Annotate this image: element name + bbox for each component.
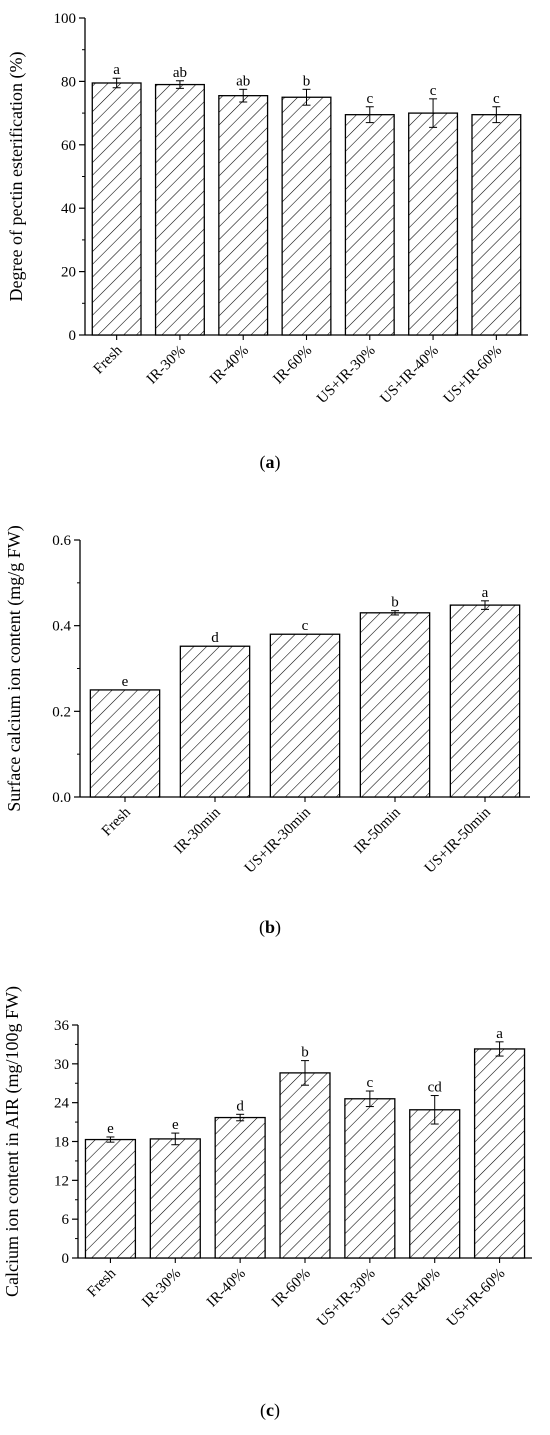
panel-caption: (a) bbox=[260, 452, 281, 473]
y-tick-label: 18 bbox=[54, 1135, 69, 1151]
significance-label: c bbox=[430, 83, 437, 99]
x-tick-label: US+IR-40% bbox=[379, 1266, 443, 1330]
y-tick-label: 0 bbox=[69, 328, 77, 344]
bar-3 bbox=[359, 612, 431, 798]
x-tick-label: IR-60% bbox=[269, 1266, 314, 1311]
panel-caption: (c) bbox=[260, 1400, 280, 1421]
bar-3 bbox=[281, 96, 332, 336]
y-tick-label: 80 bbox=[61, 74, 76, 90]
significance-label: c bbox=[493, 91, 500, 107]
y-tick-label: 36 bbox=[54, 1018, 70, 1034]
y-tick-label: 0.6 bbox=[52, 533, 71, 549]
significance-label: b bbox=[391, 595, 399, 611]
x-tick-label: US+IR-30% bbox=[314, 343, 378, 407]
bar-3 bbox=[279, 1072, 331, 1259]
bar-2 bbox=[269, 633, 341, 798]
y-tick-label: 0.2 bbox=[52, 704, 71, 720]
y-axis-title: Degree of pectin esterification (%) bbox=[6, 52, 27, 302]
significance-label: c bbox=[366, 91, 373, 107]
significance-label: a bbox=[113, 62, 120, 78]
y-axis-title: Calcium ion content in AIR (mg/100g FW) bbox=[2, 986, 23, 1297]
bar-2 bbox=[218, 95, 269, 336]
bar-1 bbox=[149, 1138, 201, 1259]
x-tick-label: IR-30% bbox=[139, 1266, 184, 1311]
x-tick-label: IR-30% bbox=[144, 343, 189, 388]
x-tick-label: US+IR-30% bbox=[314, 1266, 378, 1330]
y-tick-label: 0.0 bbox=[52, 790, 71, 806]
bar-6 bbox=[471, 114, 522, 336]
x-tick-label: US+IR-30min bbox=[242, 804, 314, 876]
y-tick-label: 12 bbox=[54, 1173, 69, 1189]
significance-label: e bbox=[122, 674, 129, 690]
bar-4 bbox=[344, 114, 395, 336]
significance-label: cd bbox=[428, 1080, 443, 1096]
y-tick-label: 60 bbox=[61, 138, 76, 154]
bar-0 bbox=[89, 689, 161, 798]
x-tick-label: US+IR-60% bbox=[441, 343, 505, 407]
y-tick-label: 30 bbox=[54, 1057, 69, 1073]
bar-4 bbox=[344, 1098, 396, 1259]
y-tick-label: 6 bbox=[62, 1212, 70, 1228]
bar-0 bbox=[84, 1138, 137, 1259]
significance-label: a bbox=[496, 1026, 503, 1042]
x-tick-label: US+IR-40% bbox=[377, 343, 441, 407]
bar-2 bbox=[214, 1116, 266, 1259]
x-tick-label: IR-60% bbox=[270, 343, 315, 388]
x-tick-label: US+IR-50min bbox=[422, 804, 494, 876]
significance-label: b bbox=[301, 1045, 309, 1061]
panel-caption: (b) bbox=[259, 917, 281, 938]
bar-0 bbox=[91, 82, 142, 336]
chart-panel-a: 0 20 40 60 80 100 Degree of pectin esterificat… bbox=[6, 11, 528, 473]
x-tick-label: Fresh bbox=[84, 1265, 119, 1300]
x-tick-label: Fresh bbox=[91, 342, 126, 377]
y-tick-label: 20 bbox=[61, 265, 76, 281]
chart-panel-c: 0 6 12 18 24 30 36 Calcium ion content in AIR (… bbox=[2, 986, 532, 1421]
x-tick-label: IR-40% bbox=[204, 1266, 249, 1311]
x-tick-label: Fresh bbox=[99, 804, 134, 839]
y-axis-title: Surface calcium ion content (mg/g FW) bbox=[4, 525, 25, 811]
significance-label: ab bbox=[236, 73, 250, 89]
bar-5 bbox=[409, 1109, 461, 1259]
bar-4 bbox=[449, 604, 521, 798]
significance-label: c bbox=[302, 618, 309, 634]
y-tick-label: 24 bbox=[54, 1096, 70, 1112]
x-tick-label: IR-40% bbox=[207, 343, 252, 388]
y-tick-label: 40 bbox=[61, 201, 76, 217]
significance-label: d bbox=[236, 1098, 244, 1114]
x-tick-label: US+IR-60% bbox=[444, 1266, 508, 1330]
bar-5 bbox=[408, 112, 459, 336]
y-tick-label: 0.4 bbox=[52, 619, 71, 635]
y-tick-label: 0 bbox=[62, 1251, 70, 1267]
significance-label: e bbox=[107, 1121, 114, 1137]
bar-1 bbox=[179, 645, 251, 798]
significance-label: a bbox=[482, 585, 489, 601]
x-tick-label: IR-30min bbox=[171, 804, 224, 857]
x-tick-label: IR-50min bbox=[351, 804, 404, 857]
significance-label: ab bbox=[173, 65, 187, 81]
significance-label: d bbox=[211, 630, 219, 646]
bar-1 bbox=[154, 83, 205, 336]
bar-6 bbox=[473, 1048, 526, 1259]
significance-label: e bbox=[172, 1117, 179, 1133]
significance-label: b bbox=[303, 73, 311, 89]
chart-panel-b: 0.0 0.2 0.4 0.6 Surface calcium ion content … bbox=[4, 525, 530, 938]
y-tick-label: 100 bbox=[54, 11, 77, 27]
significance-label: c bbox=[367, 1075, 374, 1091]
